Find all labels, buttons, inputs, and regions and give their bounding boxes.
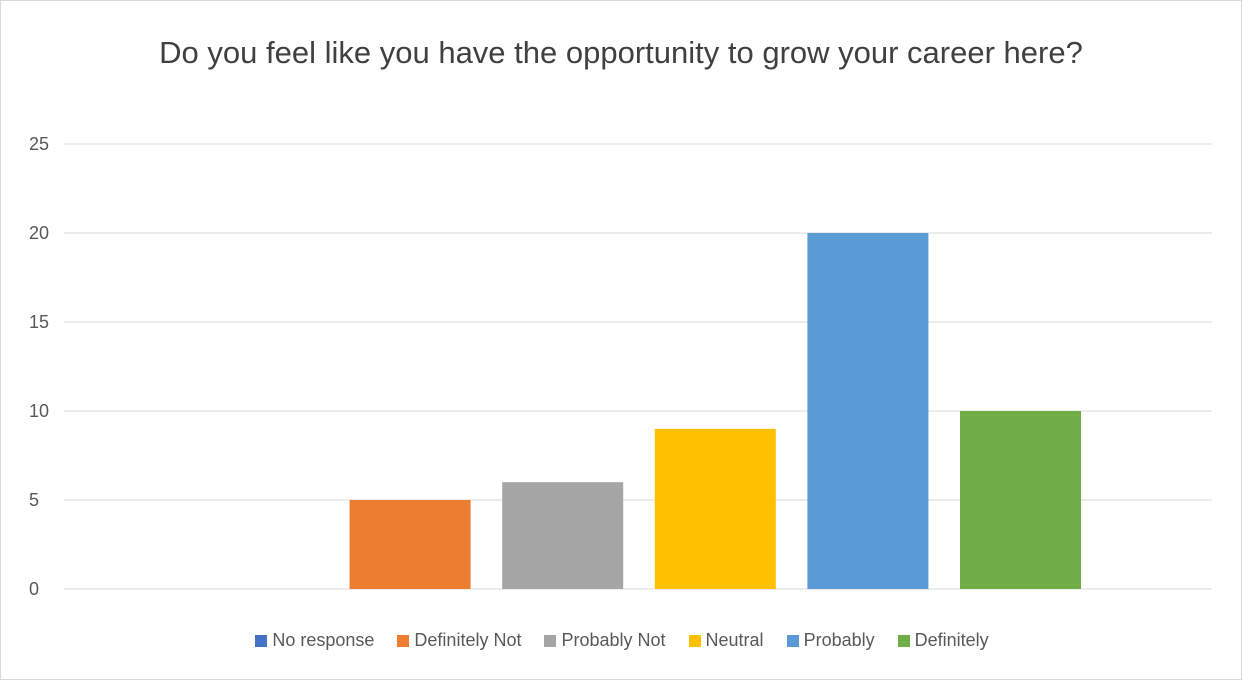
legend: No response Definitely Not Probably Not Neu… (1, 630, 1242, 651)
legend-item-definitely: Definitely (897, 630, 989, 651)
legend-label: Neutral (705, 630, 764, 650)
y-tick-label: 15 (29, 312, 49, 332)
legend-swatch (897, 634, 910, 647)
legend-label: Definitely Not (414, 630, 522, 650)
legend-item-probably: Probably (786, 630, 875, 651)
bar-probably-not (502, 482, 624, 589)
legend-item-probably-not: Probably Not (544, 630, 666, 651)
y-tick-label: 5 (29, 490, 39, 510)
bar-neutral (654, 428, 776, 589)
legend-item-definitely-not: Definitely Not (397, 630, 521, 651)
legend-swatch (255, 634, 268, 647)
bar-definitely (960, 411, 1081, 589)
chart-title: Do you feel like you have the opportunit… (159, 35, 1083, 70)
bar-probably (807, 233, 929, 589)
y-tick-label: 10 (29, 401, 49, 421)
legend-item-no-response: No response (255, 630, 374, 651)
legend-swatch (544, 634, 557, 647)
legend-label: No response (272, 630, 375, 650)
legend-swatch (397, 634, 410, 647)
y-tick-label: 0 (29, 579, 39, 599)
y-tick-label: 20 (29, 223, 49, 243)
legend-swatch (688, 634, 701, 647)
legend-swatch (786, 634, 799, 647)
legend-label: Probably (803, 630, 875, 650)
legend-label: Probably Not (561, 630, 666, 650)
legend-item-neutral: Neutral (688, 630, 764, 651)
bar-definitely-not (349, 500, 471, 589)
y-tick-label: 25 (29, 134, 49, 154)
legend-label: Definitely (914, 630, 989, 650)
